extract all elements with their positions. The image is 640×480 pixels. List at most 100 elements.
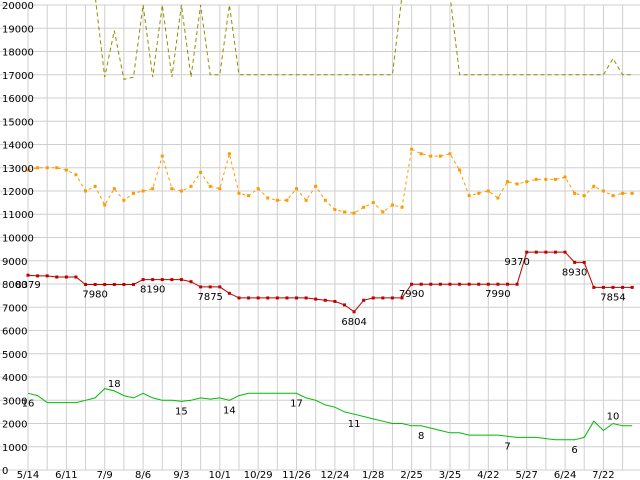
data-marker xyxy=(534,177,538,181)
data-marker xyxy=(84,189,88,193)
data-marker xyxy=(266,196,270,200)
y-tick-label: 18000 xyxy=(2,48,34,59)
y-tick-label: 1000 xyxy=(2,443,27,454)
data-marker xyxy=(553,250,557,254)
data-marker xyxy=(304,296,308,300)
data-marker xyxy=(630,285,634,289)
data-marker xyxy=(496,196,500,200)
data-label-lower-green: 11 xyxy=(348,419,361,430)
data-marker xyxy=(342,210,346,214)
data-label-mid-red: 7875 xyxy=(197,292,222,303)
data-marker xyxy=(553,177,557,181)
data-marker xyxy=(621,191,625,195)
y-tick-label: 8000 xyxy=(2,280,27,291)
x-tick-label: 4/22 xyxy=(477,470,499,480)
data-marker xyxy=(151,187,155,191)
x-tick-label: 5/14 xyxy=(17,470,39,480)
data-marker xyxy=(103,203,107,207)
data-marker xyxy=(295,296,299,300)
data-marker xyxy=(160,154,164,158)
data-marker xyxy=(448,282,452,286)
data-marker xyxy=(45,166,49,170)
data-marker xyxy=(467,194,471,198)
data-label-mid-red: 7980 xyxy=(82,290,107,301)
data-marker xyxy=(55,275,59,279)
data-marker xyxy=(247,194,251,198)
data-marker xyxy=(141,278,145,282)
data-marker xyxy=(438,282,442,286)
data-marker xyxy=(112,282,116,286)
x-tick-label: 5/27 xyxy=(515,470,537,480)
y-tick-label: 4000 xyxy=(2,373,27,384)
data-marker xyxy=(486,189,490,193)
data-label-mid-red: 7854 xyxy=(600,292,625,303)
data-marker xyxy=(64,168,68,172)
data-marker xyxy=(55,166,59,170)
data-marker xyxy=(410,147,414,151)
data-marker xyxy=(515,182,519,186)
data-marker xyxy=(534,250,538,254)
data-marker xyxy=(131,282,135,286)
x-tick-label: 9/3 xyxy=(173,470,189,480)
x-tick-label: 6/24 xyxy=(554,470,576,480)
data-marker xyxy=(458,282,462,286)
x-tick-label: 10/29 xyxy=(244,470,273,480)
data-label-mid-red: 6804 xyxy=(341,317,366,328)
y-tick-label: 19000 xyxy=(2,24,34,35)
data-label-mid-red: 7990 xyxy=(485,289,510,300)
data-marker xyxy=(419,152,423,156)
data-marker xyxy=(429,154,433,158)
data-marker xyxy=(160,278,164,282)
data-marker xyxy=(362,205,366,209)
data-marker xyxy=(74,173,78,177)
data-marker xyxy=(189,280,193,284)
data-marker xyxy=(525,180,529,184)
data-label-lower-green: 10 xyxy=(607,412,620,423)
data-label-lower-green: 7 xyxy=(504,441,510,452)
data-marker xyxy=(573,260,577,264)
data-marker xyxy=(295,187,299,191)
data-marker xyxy=(371,201,375,205)
data-marker xyxy=(621,285,625,289)
data-marker xyxy=(275,296,279,300)
data-label-lower-green: 6 xyxy=(571,445,577,456)
data-marker xyxy=(544,177,548,181)
series-line-mid-red xyxy=(27,251,633,313)
data-marker xyxy=(26,168,30,172)
data-marker xyxy=(582,194,586,198)
data-marker xyxy=(419,282,423,286)
data-marker xyxy=(247,296,251,300)
data-label-mid-red: 8190 xyxy=(140,285,165,296)
x-tick-label: 12/24 xyxy=(320,470,349,480)
data-marker xyxy=(227,152,231,156)
y-tick-label: 0 xyxy=(2,466,8,477)
data-marker xyxy=(275,198,279,202)
data-marker xyxy=(381,296,385,300)
y-tick-label: 6000 xyxy=(2,327,27,338)
data-marker xyxy=(400,205,404,209)
data-marker xyxy=(36,166,40,170)
data-marker xyxy=(506,282,510,286)
y-tick-label: 5000 xyxy=(2,350,27,361)
data-marker xyxy=(506,180,510,184)
data-marker xyxy=(199,285,203,289)
data-marker xyxy=(438,154,442,158)
data-marker xyxy=(314,184,318,188)
data-label-mid-red: 7990 xyxy=(399,289,424,300)
data-marker xyxy=(74,275,78,279)
data-marker xyxy=(323,298,327,302)
series-mid-red xyxy=(26,250,634,314)
data-marker xyxy=(477,282,481,286)
data-marker xyxy=(582,260,586,264)
data-marker xyxy=(611,285,615,289)
data-marker xyxy=(237,296,241,300)
x-tick-label: 1/28 xyxy=(362,470,384,480)
x-tick-label: 3/25 xyxy=(439,470,461,480)
data-marker xyxy=(467,282,471,286)
data-marker xyxy=(122,198,126,202)
y-tick-label: 13000 xyxy=(2,164,34,175)
data-label-lower-green: 16 xyxy=(22,398,35,409)
data-marker xyxy=(131,191,135,195)
y-axis-labels: 2000019000180001700016000150001400013000… xyxy=(2,1,34,477)
